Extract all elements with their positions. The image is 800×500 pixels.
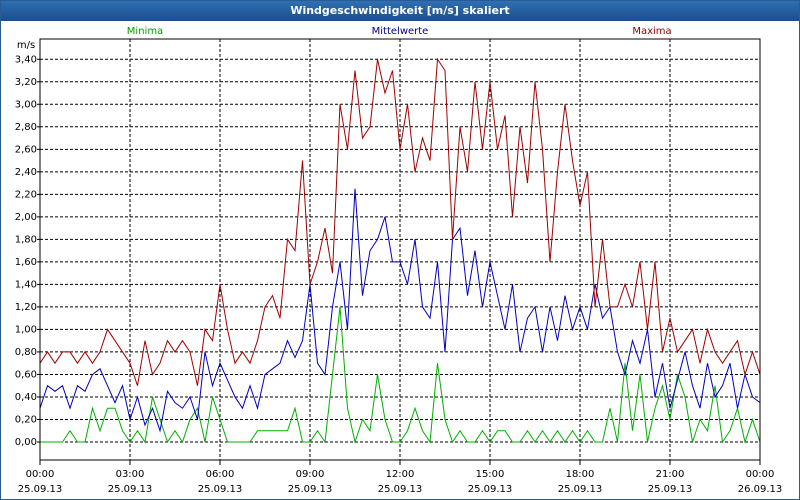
x-tick-label: 09:00 [296, 469, 325, 480]
x-tick-label: 15:00 [476, 469, 505, 480]
legend-entry: Mittelwerte [372, 26, 429, 37]
x-tick-date: 25.09.13 [468, 484, 513, 495]
y-tick-label: 2,20 [15, 189, 37, 200]
data-line [40, 306, 761, 444]
x-tick-label: 21:00 [656, 469, 685, 480]
y-tick-label: 2,00 [15, 212, 37, 223]
x-tick-date: 25.09.13 [198, 484, 243, 495]
y-tick-label: 3,00 [15, 99, 37, 110]
x-tick-date: 25.09.13 [288, 484, 333, 495]
x-tick-label: 00:00 [746, 469, 775, 480]
x-tick-label: 06:00 [206, 469, 235, 480]
y-tick-label: 0,40 [15, 392, 37, 403]
title-bar: Windgeschwindigkeit [m/s] skaliert [1, 1, 799, 21]
y-tick-label: 3,40 [15, 54, 37, 65]
x-tick-date: 25.09.13 [378, 484, 423, 495]
x-tick-date: 26.09.13 [738, 484, 783, 495]
data-line [39, 57, 761, 386]
x-tick-date: 25.09.13 [108, 484, 153, 495]
y-tick-label: 1,20 [15, 302, 37, 313]
y-tick-label: 1,40 [15, 279, 37, 290]
y-tick-label: 1,00 [15, 324, 37, 335]
x-tick-date: 25.09.13 [558, 484, 603, 495]
x-tick-label: 00:00 [26, 469, 55, 480]
x-tick-label: 18:00 [566, 469, 595, 480]
y-axis-label: m/s [17, 40, 35, 51]
y-tick-label: 0,00 [15, 437, 37, 448]
x-tick-date: 25.09.13 [18, 484, 63, 495]
y-tick-label: 2,80 [15, 122, 37, 133]
x-tick-date: 25.09.13 [648, 484, 693, 495]
y-tick-label: 2,40 [15, 167, 37, 178]
x-tick-label: 03:00 [116, 469, 145, 480]
chart: m/s 0,00 0,20 0,40 0,60 0,80 1,00 1,20 1,40 1,60… [15, 26, 783, 495]
data-line [39, 188, 761, 433]
y-tick-label: 1,60 [15, 257, 37, 268]
y-tick-label: 1,80 [15, 234, 37, 245]
y-tick-label: 0,20 [15, 414, 37, 425]
plot-border [39, 38, 761, 461]
legend-entry: Maxima [632, 26, 671, 37]
x-tick-label: 12:00 [386, 469, 415, 480]
legend-entry: Minima [127, 26, 163, 37]
y-tick-label: 2,60 [15, 144, 37, 155]
y-tick-label: 3,20 [15, 77, 37, 88]
y-tick-label: 0,60 [15, 369, 37, 380]
y-tick-label: 0,80 [15, 347, 37, 358]
